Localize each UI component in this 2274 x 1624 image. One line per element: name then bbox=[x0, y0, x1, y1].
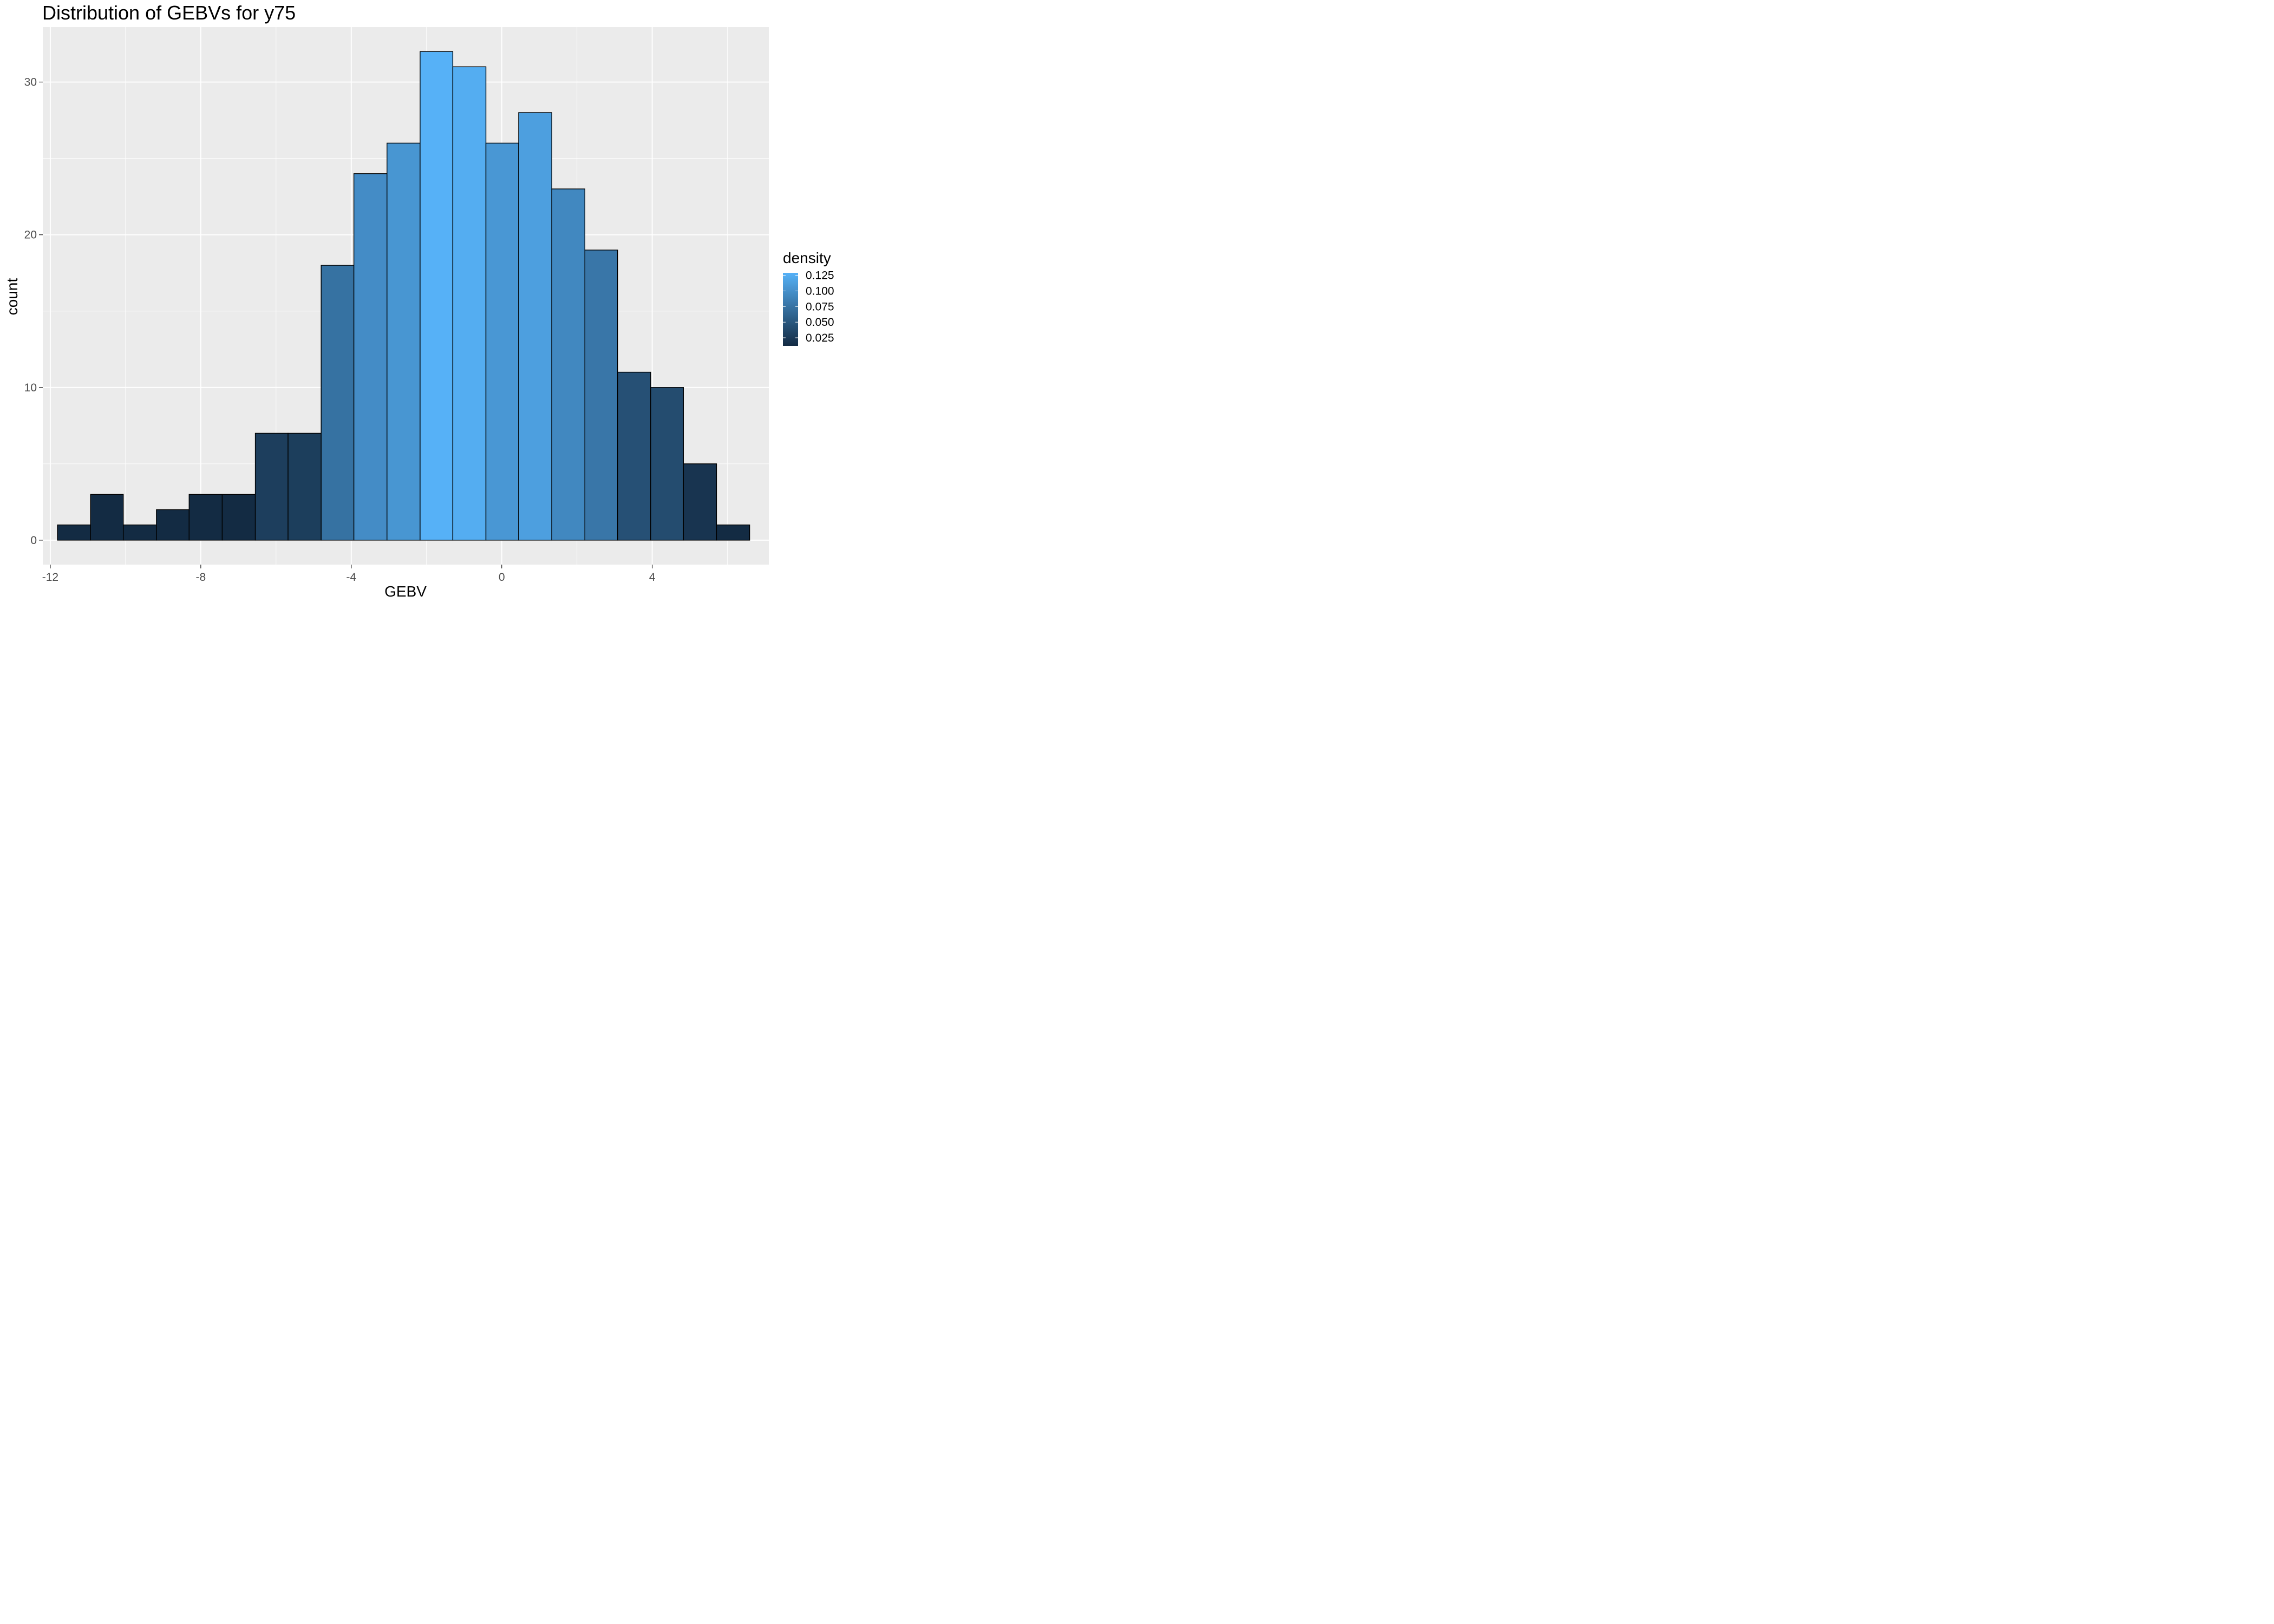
histogram-bar bbox=[518, 112, 552, 541]
y-tick-label: 20 bbox=[24, 229, 37, 241]
legend-title: density bbox=[783, 250, 831, 266]
histogram-bar bbox=[353, 173, 388, 541]
histogram-bar bbox=[551, 188, 585, 541]
histogram-bar bbox=[716, 524, 750, 541]
histogram-bar bbox=[57, 524, 91, 541]
x-axis-title: GEBV bbox=[384, 583, 427, 599]
histogram-bar bbox=[420, 51, 454, 541]
chart-title: Distribution of GEBVs for y75 bbox=[42, 2, 296, 24]
legend-label: 0.075 bbox=[806, 300, 834, 313]
x-tick-label: 0 bbox=[499, 571, 505, 584]
y-tick-label: 10 bbox=[24, 382, 37, 394]
y-axis-title: count bbox=[4, 278, 21, 316]
y-tick-label: 30 bbox=[24, 76, 37, 89]
x-tick-label: 4 bbox=[649, 571, 656, 584]
histogram-bar bbox=[387, 142, 421, 541]
y-tick-label: 0 bbox=[30, 534, 37, 547]
x-tick-label: -8 bbox=[195, 571, 206, 584]
legend-label: 0.125 bbox=[806, 270, 834, 282]
histogram-bar bbox=[254, 433, 289, 541]
x-tick-label: -12 bbox=[42, 571, 58, 584]
histogram-bar bbox=[90, 494, 124, 541]
axes: -12 -8 -4 0 4 0 10 20 30 bbox=[24, 76, 656, 584]
histogram-bar bbox=[156, 509, 190, 541]
legend-label: 0.100 bbox=[806, 285, 834, 297]
histogram-bar bbox=[122, 524, 157, 541]
legend-label: 0.025 bbox=[806, 332, 834, 344]
x-tick-label: -4 bbox=[346, 571, 356, 584]
histogram-bar bbox=[485, 142, 519, 541]
histogram-bar bbox=[221, 494, 256, 541]
histogram-bar bbox=[452, 66, 487, 541]
histogram-bar bbox=[683, 463, 717, 541]
histogram-bar bbox=[188, 494, 223, 541]
histogram-bar bbox=[321, 265, 355, 541]
histogram-bar bbox=[617, 371, 651, 541]
legend-colorbar bbox=[783, 273, 798, 346]
legend: density 0.125 0.100 0.075 0.050 0.025 bbox=[783, 250, 834, 346]
histogram-bar bbox=[287, 433, 322, 541]
histogram-chart: Distribution of GEBVs for y75 -12 -8 -4 0 4 0… bbox=[4, 2, 834, 599]
histogram-bar bbox=[584, 250, 618, 541]
legend-label: 0.050 bbox=[806, 316, 834, 329]
histogram-bars bbox=[57, 51, 750, 541]
legend-ticks: 0.125 0.100 0.075 0.050 0.025 bbox=[783, 270, 834, 344]
histogram-bar bbox=[650, 387, 684, 541]
